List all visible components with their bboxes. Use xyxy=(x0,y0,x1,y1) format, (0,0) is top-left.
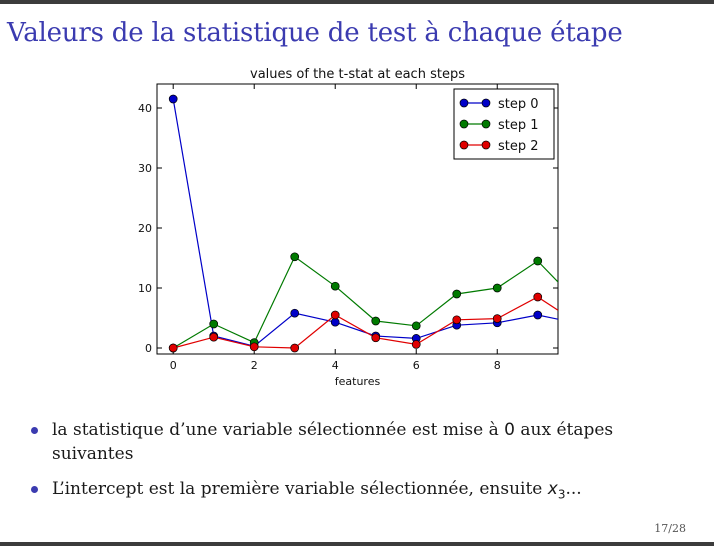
point-step-2-x4 xyxy=(330,310,340,320)
legend-marker-left-step-2 xyxy=(459,140,469,150)
legend-marker-left-step-1 xyxy=(459,119,469,129)
legend-label-step-1: step 1 xyxy=(498,118,539,133)
legend-label-step-0: step 0 xyxy=(498,97,539,112)
legend-marker-right-step-0 xyxy=(481,98,491,108)
point-step-2-x6 xyxy=(411,340,421,349)
y-tick-label-30: 30 xyxy=(138,162,152,175)
x-axis-label: features xyxy=(335,375,381,388)
bullet-item-1: la statistique d’une variable sélectionn… xyxy=(30,418,690,466)
plot-frame xyxy=(156,83,559,355)
point-step-2-x9 xyxy=(533,292,543,302)
point-step-0-x0 xyxy=(168,94,178,104)
bottom-rule xyxy=(0,542,714,546)
point-step-1-x7 xyxy=(452,289,462,299)
page-number: 17/28 xyxy=(654,522,686,535)
point-step-2-x0 xyxy=(168,343,178,353)
legend-marker-left-step-0 xyxy=(459,98,469,108)
point-step-2-x1 xyxy=(209,332,219,342)
bullet-item-2: L’intercept est la première variable sél… xyxy=(30,477,690,506)
series-line-step-1 xyxy=(172,255,558,349)
bullet-2-text-before: L’intercept est la première variable sél… xyxy=(52,479,548,499)
y-tick-label-10: 10 xyxy=(138,282,152,295)
point-step-0-x3 xyxy=(290,308,300,318)
x-tick-label-8: 8 xyxy=(494,359,501,372)
bullet-1-zero: 0 xyxy=(504,420,515,440)
legend-label-step-2: step 2 xyxy=(498,139,539,154)
x-tick-label-0: 0 xyxy=(170,359,177,372)
bullet-dot xyxy=(31,486,38,493)
point-step-1-x1 xyxy=(209,319,219,329)
y-tick-label-40: 40 xyxy=(138,102,152,115)
point-step-1-x9 xyxy=(533,256,543,266)
tstat-line-chart: values of the t-stat at each steps010203… xyxy=(138,67,559,388)
legend-marker-right-step-1 xyxy=(481,119,491,129)
bullet-2-text-after: ... xyxy=(565,479,582,499)
point-step-1-x3 xyxy=(290,252,300,262)
bullet-1-text-after: aux étapes suivantes xyxy=(52,420,614,464)
bullet-dot xyxy=(31,427,38,434)
point-step-2-x7 xyxy=(452,315,462,325)
slide-title: Valeurs de la statistique de test à chaq… xyxy=(7,18,623,48)
bullet-2-variable: x xyxy=(547,479,558,499)
point-step-1-x6 xyxy=(411,321,421,331)
y-tick-label-20: 20 xyxy=(138,222,152,235)
x-tick-label-2: 2 xyxy=(251,359,258,372)
bullet-2-subscript: 3 xyxy=(557,487,566,502)
legend-marker-right-step-2 xyxy=(481,140,491,150)
point-step-2-x8 xyxy=(492,314,502,323)
point-step-1-x5 xyxy=(371,316,381,326)
point-step-2-x2 xyxy=(249,342,259,352)
point-step-0-x4 xyxy=(330,317,340,327)
x-tick-label-4: 4 xyxy=(332,359,339,372)
bullet-1-text-before: la statistique d’une variable sélectionn… xyxy=(52,420,505,440)
point-step-1-x4 xyxy=(330,281,340,291)
chart-title: values of the t-stat at each steps xyxy=(250,67,465,82)
point-step-2-x5 xyxy=(371,333,381,343)
x-tick-label-6: 6 xyxy=(413,359,420,372)
point-step-0-x9 xyxy=(533,310,543,320)
point-step-1-x8 xyxy=(492,283,502,293)
top-rule xyxy=(0,0,714,4)
bullet-list: la statistique d’une variable sélectionn… xyxy=(30,418,690,517)
y-tick-label-0: 0 xyxy=(145,342,152,355)
point-step-2-x3 xyxy=(290,343,300,353)
